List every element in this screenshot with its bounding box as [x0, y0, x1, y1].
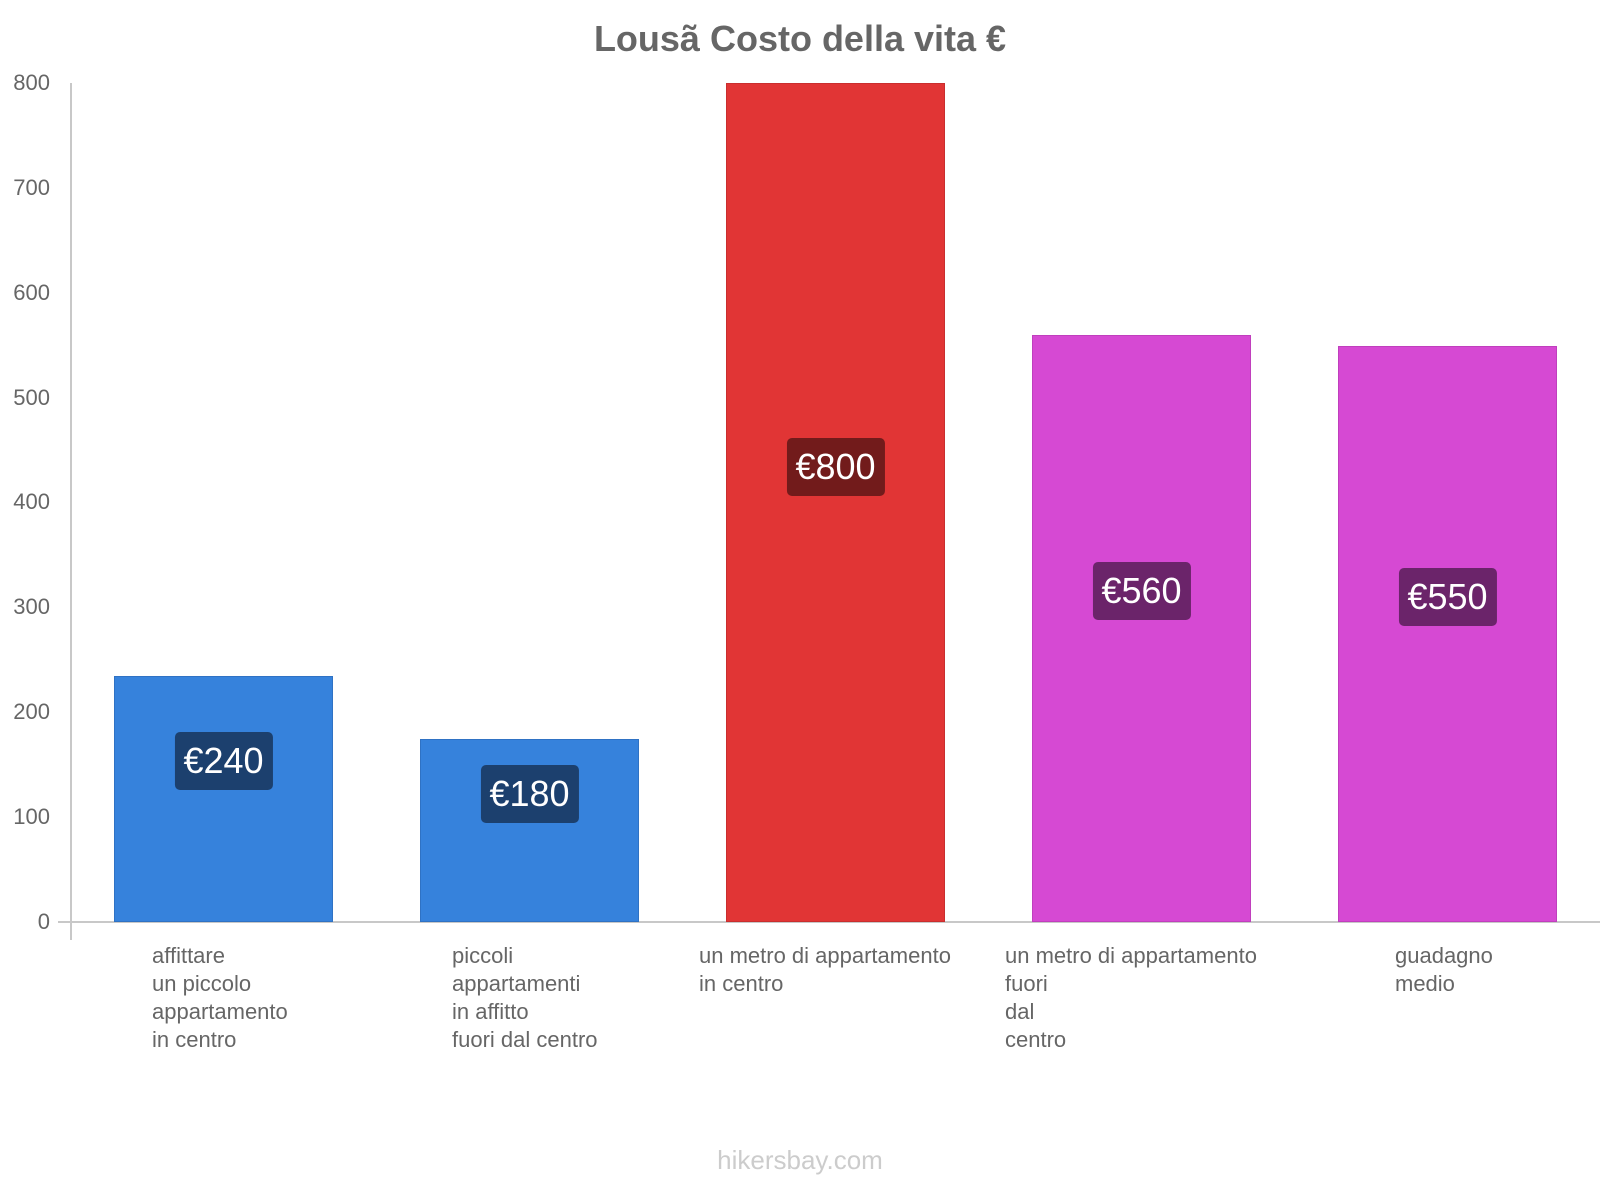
- y-tick-0: 0: [37, 909, 50, 934]
- y-tick-700: 700: [13, 175, 50, 200]
- value-label: €240: [174, 732, 273, 790]
- y-tick-400: 400: [13, 489, 50, 514]
- y-tick-500: 500: [13, 385, 50, 410]
- y-tick-300: 300: [13, 594, 50, 619]
- value-label: €560: [1092, 562, 1191, 620]
- value-label: €180: [480, 765, 579, 823]
- value-label: €800: [786, 438, 885, 496]
- x-label-rent-small-apartments-outside-center: piccoli appartamenti in affitto fuori da…: [452, 943, 598, 1052]
- x-label-average-salary: guadagno medio: [1395, 943, 1493, 996]
- chart-title: Lousã Costo della vita €: [593, 18, 1007, 59]
- x-label-price-sqm-outside-center: un metro di appartamento fuori dal centr…: [1005, 943, 1257, 1052]
- x-axis-line: [60, 921, 1600, 923]
- watermark: hikersbay.com: [717, 1145, 883, 1175]
- bar-rent-small-apartments-outside-center[interactable]: €180: [420, 739, 639, 922]
- bar-price-sqm-outside-center[interactable]: €560: [1032, 335, 1251, 922]
- y-tick-200: 200: [13, 699, 50, 724]
- y-axis-line: [70, 83, 72, 940]
- y-tick-600: 600: [13, 280, 50, 305]
- bar-average-salary[interactable]: €550: [1338, 346, 1557, 922]
- bar-rent-small-apartment-center[interactable]: €240: [114, 676, 333, 922]
- bar-price-sqm-center[interactable]: €800: [726, 83, 945, 922]
- y-tick-800: 800: [13, 70, 50, 95]
- y-tick-100: 100: [13, 804, 50, 829]
- x-label-rent-small-apartment-center: affittare un piccolo appartamento in cen…: [152, 943, 288, 1052]
- value-label: €550: [1398, 568, 1497, 626]
- x-label-price-sqm-center: un metro di appartamento in centro: [699, 943, 951, 996]
